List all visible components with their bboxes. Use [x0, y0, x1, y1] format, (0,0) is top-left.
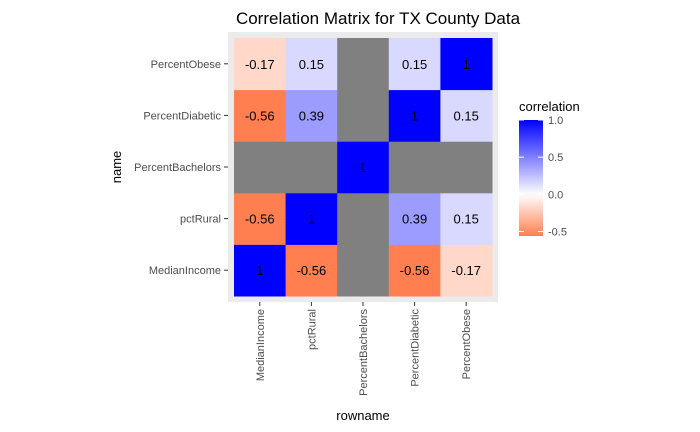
- y-tick-label: MedianIncome: [149, 265, 221, 277]
- heatmap-cell: [337, 38, 390, 91]
- cell-label: 0.39: [402, 212, 427, 227]
- heatmap-cell-labels: 1 -0.56 -0.56 -0.17 -0.56 1 0.39 0.15 1 -0.56 0.39…: [245, 57, 481, 278]
- heatmap-cell: [337, 192, 390, 245]
- heatmap-cell: [234, 38, 287, 91]
- x-tick-label: PercentDiabetic: [410, 309, 422, 387]
- x-tick-label: PercentObese: [461, 309, 473, 379]
- cell-label: 1: [308, 212, 315, 227]
- heatmap-cell: [337, 89, 390, 142]
- heatmap-cell: [285, 141, 338, 194]
- cell-label: -0.56: [245, 108, 275, 123]
- x-axis-title: rowname: [336, 408, 389, 423]
- cell-label: -0.56: [245, 212, 275, 227]
- legend-colorbar: [519, 120, 543, 236]
- legend: correlation 1.0 0.5 0.0 -0.5: [519, 99, 580, 239]
- heatmap-cell: [440, 192, 493, 245]
- y-axis-title: name: [109, 151, 124, 184]
- heatmap-cell: [285, 89, 338, 142]
- legend-title: correlation: [519, 99, 580, 114]
- heatmap-cell: [285, 38, 338, 91]
- cell-label: 0.15: [299, 57, 324, 72]
- legend-tick-label: 1.0: [548, 115, 563, 127]
- heatmap-cell: [234, 89, 287, 142]
- cell-label: -0.56: [400, 263, 430, 278]
- y-tick-label: PercentBachelors: [134, 162, 221, 174]
- legend-ticks: 1.0 0.5 0.0 -0.5: [519, 115, 567, 239]
- heatmap-cell: [440, 38, 493, 91]
- cell-label: -0.56: [297, 263, 327, 278]
- legend-tick-label: 0.0: [548, 189, 563, 201]
- cell-label: 1: [411, 108, 418, 123]
- heatmap-cell: [234, 192, 287, 245]
- cell-label: 0.39: [299, 108, 324, 123]
- heatmap-cell: [388, 38, 441, 91]
- heatmap-cell: [337, 141, 390, 194]
- chart-title: Correlation Matrix for TX County Data: [236, 9, 521, 28]
- y-tick-label: PercentObese: [151, 59, 221, 71]
- cell-label: 1: [359, 160, 366, 175]
- cell-label: 0.15: [402, 57, 427, 72]
- legend-tick-label: -0.5: [548, 227, 567, 239]
- cell-label: 1: [463, 57, 470, 72]
- x-tick-label: PercentBachelors: [358, 309, 370, 396]
- x-axis-ticks: MedianIncome pctRural PercentBachelors Perc…: [255, 302, 473, 396]
- x-tick-label: pctRural: [306, 309, 318, 350]
- cell-label: 1: [256, 263, 263, 278]
- heatmap-cell: [440, 141, 493, 194]
- heatmap-cell: [388, 192, 441, 245]
- cell-label: 0.15: [454, 212, 479, 227]
- legend-tick-label: 0.5: [548, 152, 563, 164]
- heatmap-cells: [234, 38, 493, 297]
- x-tick-label: MedianIncome: [255, 309, 267, 381]
- y-tick-label: pctRural: [180, 214, 221, 226]
- heatmap-cell: [337, 244, 390, 297]
- cell-label: -0.17: [451, 263, 481, 278]
- heatmap-cell: [388, 141, 441, 194]
- heatmap-cell: [285, 192, 338, 245]
- heatmap-cell: [285, 244, 338, 297]
- y-axis-ticks: MedianIncome pctRural PercentBachelors Perc…: [134, 59, 228, 277]
- heatmap-cell: [388, 89, 441, 142]
- y-tick-label: PercentDiabetic: [143, 110, 221, 122]
- cell-label: -0.17: [245, 57, 275, 72]
- heatmap-cell: [440, 89, 493, 142]
- heatmap-cell: [440, 244, 493, 297]
- cell-label: 0.15: [454, 108, 479, 123]
- heatmap-cell: [234, 244, 287, 297]
- heatmap-cell: [388, 244, 441, 297]
- heatmap-cell: [234, 141, 287, 194]
